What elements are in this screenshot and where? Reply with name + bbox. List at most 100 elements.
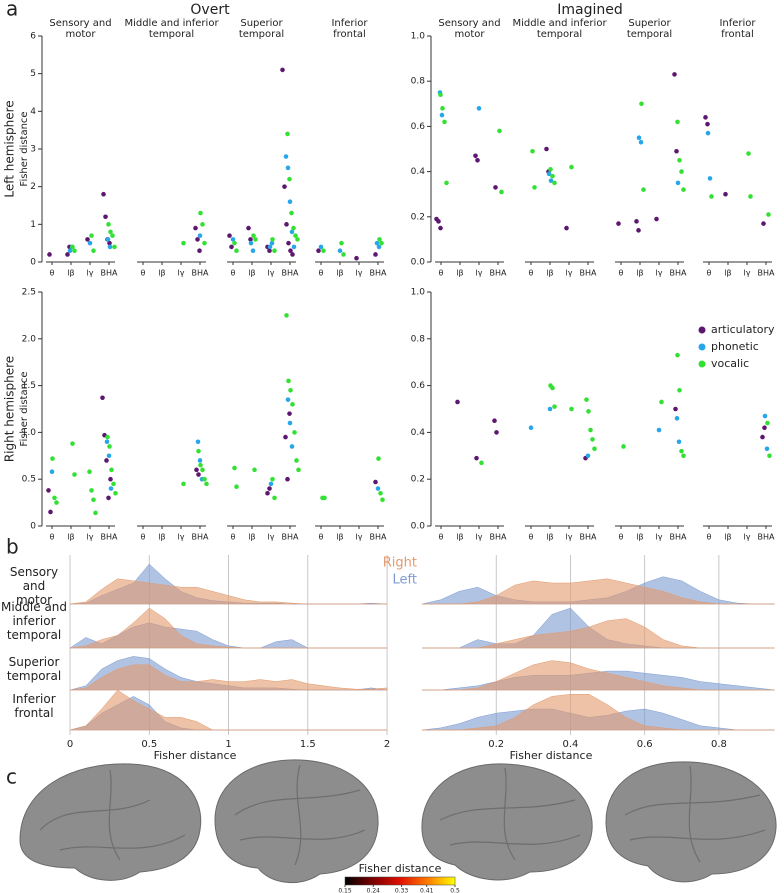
y-tick-label: 0: [30, 522, 36, 532]
point: [639, 101, 644, 107]
point: [479, 460, 484, 466]
point: [283, 154, 289, 159]
brain-images: [19, 759, 777, 884]
density-area: [69, 664, 388, 691]
point: [107, 444, 112, 449]
point: [288, 387, 293, 393]
x-tick-label: BHA: [192, 269, 210, 278]
y-tick-label: 1.0: [411, 288, 426, 298]
point: [107, 244, 113, 250]
point: [253, 237, 258, 242]
point: [321, 248, 326, 253]
row-label: Middle and inferior temporal: [0, 600, 68, 642]
y-tick-label: 4: [30, 107, 36, 117]
x-tick-label: lγ: [356, 533, 363, 542]
density-area: [422, 694, 775, 731]
point: [528, 425, 534, 431]
x-tick-label: lβ: [336, 533, 343, 542]
row-label: Left hemisphere: [3, 100, 17, 197]
point: [288, 248, 293, 253]
x-tick-label: 1.5: [300, 739, 316, 750]
point: [267, 244, 273, 250]
point: [101, 191, 106, 197]
y-tick-label: 0: [30, 258, 36, 268]
row-label: Inferior frontal: [12, 692, 56, 720]
y-tick-label: 3: [30, 145, 36, 155]
brain: [605, 761, 777, 883]
point: [287, 199, 293, 205]
point: [291, 225, 296, 231]
point: [373, 252, 378, 257]
row-label: Superior temporal: [6, 655, 62, 683]
point: [200, 467, 205, 473]
point: [106, 222, 111, 227]
x-tick-label: lγ: [178, 533, 185, 542]
y-tick-label: 1.5: [22, 381, 36, 391]
point: [272, 495, 277, 501]
x-tick-label: BHA: [670, 533, 688, 542]
point: [198, 462, 203, 468]
point: [108, 476, 113, 482]
point: [85, 237, 90, 242]
x-tick-label: 0.2: [488, 739, 504, 750]
x-tick-label: BHA: [282, 533, 300, 542]
point: [621, 444, 626, 449]
point: [54, 500, 59, 505]
point: [248, 237, 253, 242]
x-tick-label: lγ: [476, 533, 483, 542]
point: [550, 385, 555, 391]
x-tick-label: lγ: [744, 269, 751, 278]
x-tick-label: lβ: [158, 269, 165, 278]
point: [636, 135, 642, 140]
x-tick-label: lβ: [248, 533, 255, 542]
legend-marker: [698, 343, 706, 351]
point: [289, 229, 295, 235]
x-tick-label: BHA: [370, 269, 388, 278]
x-tick-label: BHA: [192, 533, 210, 542]
point: [548, 178, 554, 183]
point: [634, 219, 639, 224]
colorbar-tick-label: 0.41: [420, 888, 434, 893]
point: [439, 112, 445, 118]
x-tick-label: θ: [319, 533, 324, 542]
point: [761, 221, 766, 226]
x-tick-label: θ: [619, 533, 624, 542]
legend-label: phonetic: [711, 340, 759, 353]
x-tick-label: lγ: [656, 533, 663, 542]
x-tick-label: 0: [67, 739, 73, 750]
point: [265, 490, 270, 496]
point: [91, 248, 96, 253]
legend-marker: [698, 360, 706, 368]
x-tick-label: BHA: [370, 533, 388, 542]
point: [107, 240, 112, 246]
point: [70, 244, 75, 250]
point: [108, 229, 113, 235]
x-tick-label: lβ: [546, 269, 553, 278]
x-tick-label: lγ: [566, 533, 573, 542]
group-label: Sensory and motor: [49, 18, 112, 40]
point: [292, 430, 297, 435]
point: [375, 486, 381, 491]
density-area: [422, 618, 775, 649]
point: [197, 458, 203, 463]
point: [544, 146, 549, 152]
point: [113, 490, 118, 496]
x-tick-label: lγ: [87, 533, 94, 542]
y-axis-label: Fisher distance: [19, 371, 30, 446]
point: [234, 248, 239, 253]
point: [232, 240, 237, 246]
point: [440, 106, 445, 111]
point: [270, 476, 275, 482]
x-tick-label: θ: [50, 269, 55, 278]
y-tick-label: 6: [30, 32, 36, 42]
point: [290, 402, 295, 407]
point: [87, 469, 92, 475]
point: [492, 418, 497, 424]
x-tick-label: BHA: [101, 269, 119, 278]
x-tick-label: BHA: [490, 533, 508, 542]
y-tick-label: 0.8: [411, 334, 426, 344]
point: [200, 222, 205, 227]
point: [766, 212, 771, 217]
point: [46, 488, 51, 493]
brain: [421, 763, 593, 881]
